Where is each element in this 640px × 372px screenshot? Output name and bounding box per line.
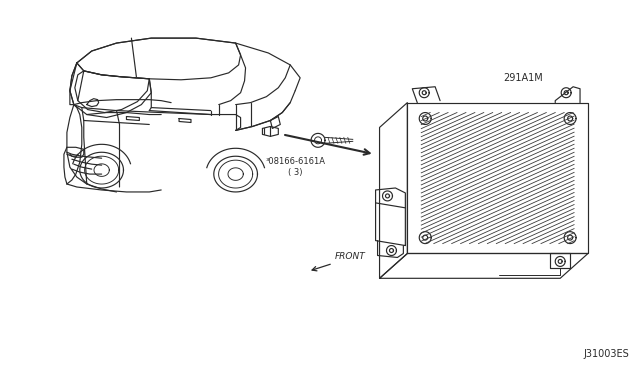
- Text: J31003ES: J31003ES: [584, 349, 630, 359]
- Text: FRONT: FRONT: [335, 253, 365, 262]
- Text: ³08166-6161A
( 3): ³08166-6161A ( 3): [265, 157, 325, 177]
- Text: 291A1M: 291A1M: [504, 73, 543, 83]
